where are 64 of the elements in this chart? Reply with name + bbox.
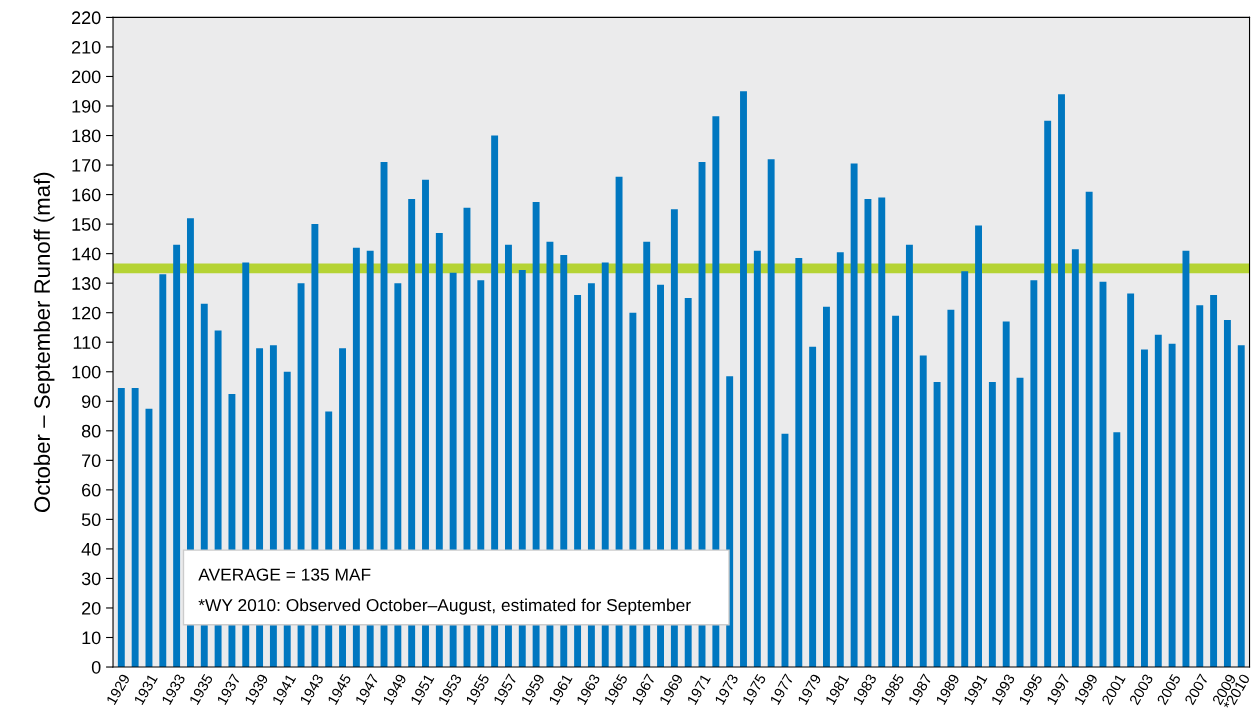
- y-tick-label: 20: [82, 601, 101, 615]
- bar: [961, 271, 969, 668]
- bar: [117, 387, 125, 668]
- bar: [1182, 250, 1190, 668]
- bar: [1210, 294, 1218, 668]
- bar: [753, 250, 761, 668]
- bar: [1113, 432, 1121, 668]
- y-tick-label: 70: [82, 454, 101, 468]
- y-tick-label: 150: [72, 218, 101, 231]
- y-tick-label: 210: [72, 40, 101, 54]
- bar: [1237, 345, 1245, 668]
- y-tick-label: 110: [73, 336, 101, 349]
- bar: [1044, 120, 1052, 668]
- y-tick-label: 50: [81, 513, 101, 527]
- y-tick-label: 130: [72, 277, 101, 290]
- y-tick-label: 10: [82, 631, 101, 645]
- bar: [1058, 94, 1065, 668]
- bar: [975, 225, 982, 668]
- bar: [850, 163, 858, 668]
- bar: [1223, 320, 1231, 668]
- bar: [836, 252, 844, 668]
- y-tick-label: 40: [81, 542, 101, 556]
- y-axis-title: October – September Runoff (maf): [33, 172, 55, 513]
- bar: [159, 274, 167, 668]
- bar: [131, 387, 139, 668]
- annotation: AVERAGE = 135 MAF: [198, 568, 371, 581]
- y-tick-label: 200: [72, 70, 101, 84]
- y-tick-label: 30: [81, 572, 101, 586]
- bar: [1196, 305, 1204, 668]
- y-tick-label: 0: [91, 660, 101, 674]
- y-tick-label: 180: [72, 129, 101, 143]
- bar: [173, 244, 181, 668]
- bar: [919, 355, 927, 668]
- y-tick-label: 120: [72, 306, 101, 320]
- bar: [767, 159, 775, 668]
- y-tick-label: 60: [82, 483, 101, 497]
- bar: [1127, 293, 1135, 668]
- bar: [1168, 343, 1176, 668]
- bar: [933, 382, 941, 668]
- bar: [1085, 191, 1093, 668]
- bar: [809, 346, 817, 668]
- bar: [795, 258, 803, 668]
- y-tick-label: 140: [72, 247, 101, 261]
- bar: [988, 382, 996, 668]
- bar: [878, 197, 886, 668]
- y-tick-label: 170: [72, 158, 101, 172]
- y-tick-label: 80: [81, 424, 101, 438]
- y-tick-label: 190: [72, 99, 101, 113]
- y-tick-label: 90: [81, 395, 101, 408]
- bar: [823, 306, 830, 668]
- bar: [1002, 321, 1010, 668]
- y-tick-label: 100: [72, 365, 101, 379]
- bar: [947, 309, 955, 668]
- bar: [892, 315, 900, 668]
- bar: [1030, 280, 1038, 668]
- bar: [1141, 349, 1148, 668]
- bar: [1154, 334, 1162, 668]
- y-tick-label: 220: [72, 11, 101, 25]
- bar: [740, 91, 747, 668]
- annotation: *WY 2010: Observed October–August, estimated for September: [198, 598, 691, 615]
- bar: [1071, 249, 1079, 668]
- bar: [864, 199, 872, 668]
- bar: [905, 244, 913, 668]
- y-tick-label: 160: [72, 188, 101, 202]
